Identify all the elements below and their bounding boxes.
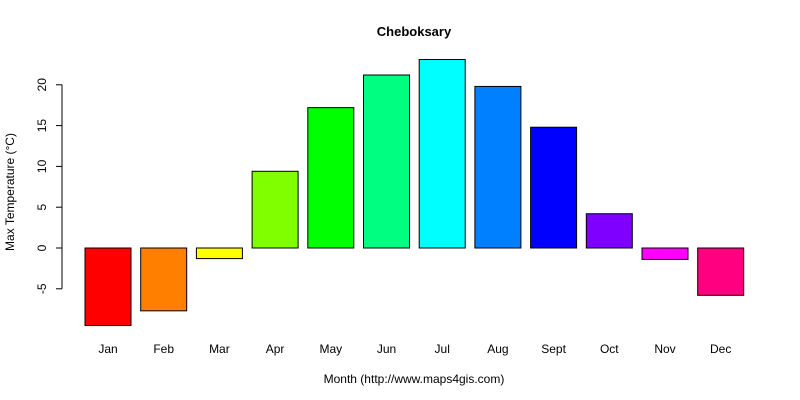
y-tick-label: 0 — [35, 244, 49, 251]
bar-nov — [641, 247, 689, 260]
x-tick-label: Mar — [209, 342, 230, 356]
y-axis-label: Max Temperature (°C) — [3, 133, 17, 251]
bars-group — [84, 59, 745, 327]
y-tick-label: 15 — [35, 119, 49, 133]
x-tick-label: May — [319, 342, 342, 356]
y-tick-label: 5 — [35, 204, 49, 211]
y-tick-label: 10 — [35, 159, 49, 173]
bar-dec — [697, 247, 745, 296]
y-tick-label: -5 — [35, 283, 49, 294]
bar-feb — [140, 247, 188, 312]
x-tick-label: Jan — [98, 342, 117, 356]
y-axis: -5 0 5 10 15 20 — [35, 78, 63, 294]
bar-sept — [530, 126, 578, 249]
x-tick-label: Dec — [710, 342, 731, 356]
bar-jan — [84, 247, 132, 327]
x-tick-label: Oct — [600, 342, 619, 356]
y-tick-label: 20 — [35, 78, 49, 92]
bar-aug — [474, 85, 522, 249]
bar-jun — [363, 74, 410, 249]
x-axis-label: Month (http://www.maps4gis.com) — [324, 372, 505, 386]
x-tick-label: Apr — [266, 342, 285, 356]
x-tick-label: Feb — [153, 342, 174, 356]
x-tick-label: Jul — [435, 342, 450, 356]
bar-jul — [418, 59, 466, 249]
bar-apr — [251, 170, 299, 249]
x-tick-label: Aug — [487, 342, 508, 356]
x-axis-tick-labels: Jan Feb Mar Apr May Jun Jul Aug Sept Oct Nov Dec — [98, 342, 731, 356]
chart-title: Cheboksary — [377, 24, 452, 39]
x-tick-label: Nov — [654, 342, 675, 356]
bar-may — [307, 107, 355, 249]
x-tick-label: Sept — [541, 342, 566, 356]
bar-oct — [585, 213, 633, 249]
x-tick-label: Jun — [377, 342, 396, 356]
bar-mar — [195, 247, 243, 260]
